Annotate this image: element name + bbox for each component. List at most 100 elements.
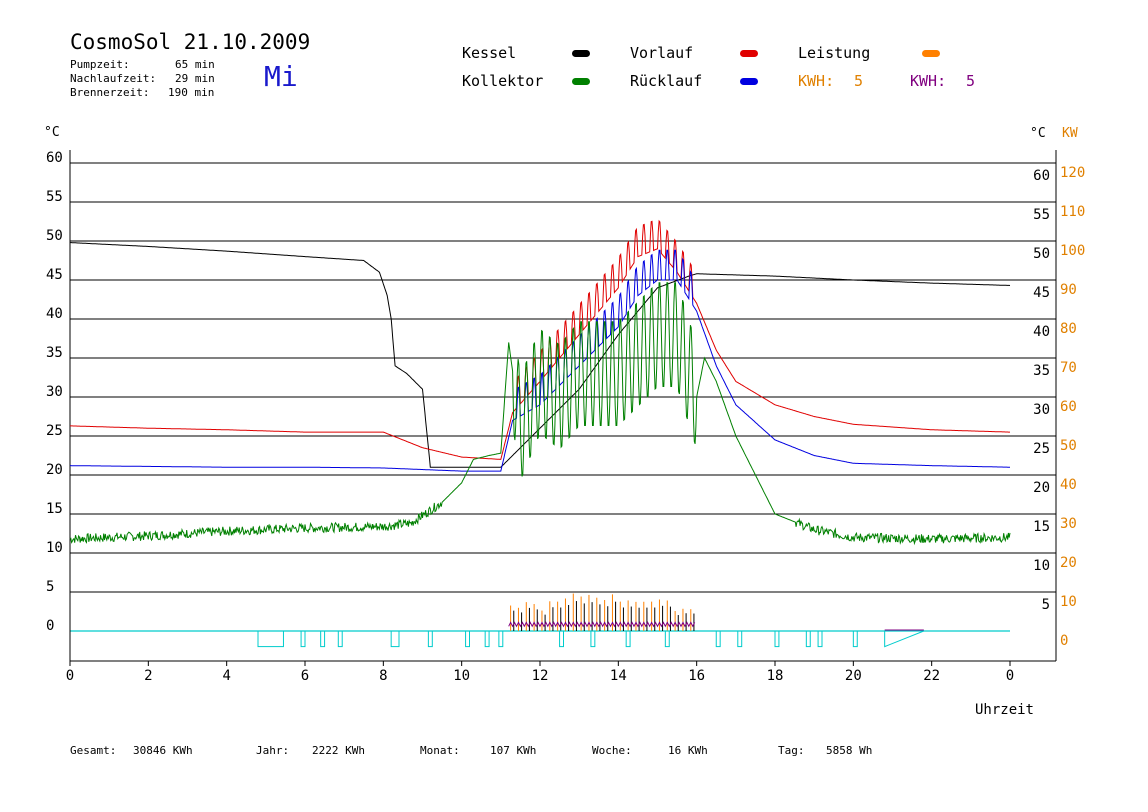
burner-time-label: Brennerzeit: [70, 86, 150, 99]
pump-marker [427, 630, 433, 648]
pump-marker [817, 630, 823, 648]
kwh-purple-label: KWH: [910, 72, 947, 90]
pump-marker [884, 630, 925, 648]
y-tick-right-power: 100 [1060, 243, 1085, 259]
y-tick-right-power: 0 [1060, 633, 1068, 649]
y-tick-left: 40 [46, 306, 63, 322]
y-tick-right-power: 80 [1060, 321, 1077, 337]
y-tick-right-power: 90 [1060, 282, 1077, 298]
x-tick-label: 0 [66, 668, 74, 684]
pump-marker [774, 630, 780, 648]
pump-marker [625, 630, 631, 648]
pump-marker [257, 630, 284, 648]
x-tick-label: 10 [453, 668, 470, 684]
afterrun-time-value: 29 min [175, 72, 215, 85]
x-tick-label: 22 [923, 668, 940, 684]
pump-marker [559, 630, 564, 648]
weekday-label: Mi [264, 60, 298, 93]
y-tick-left: 20 [46, 462, 63, 478]
y-tick-right-temp: 25 [1033, 441, 1050, 457]
footer-week-label: Woche: [592, 744, 632, 757]
pump-marker [498, 630, 504, 648]
y-tick-left: 30 [46, 384, 63, 400]
x-tick-label: 18 [767, 668, 784, 684]
y-tick-left: 15 [46, 501, 63, 517]
y-tick-right-temp: 40 [1033, 324, 1050, 340]
x-tick-label: 8 [379, 668, 387, 684]
y-tick-right-temp: 45 [1033, 285, 1050, 301]
series-line-kollektor [69, 282, 1011, 546]
pump-marker [465, 630, 471, 648]
kwh-orange-value: 5 [854, 72, 864, 90]
y-tick-left: 50 [46, 228, 63, 244]
footer-month-label: Monat: [420, 744, 460, 757]
kwh-purple-value: 5 [966, 72, 976, 90]
pump-marker [337, 630, 343, 648]
legend-vorlauf-label: Vorlauf [630, 44, 694, 62]
series-line-kessel [70, 242, 1011, 468]
y-tick-right-power: 20 [1060, 555, 1077, 571]
y-tick-right-temp: 30 [1033, 402, 1050, 418]
footer-total-label: Gesamt: [70, 744, 117, 757]
x-axis-label: Uhrzeit [975, 702, 1034, 718]
y-tick-left: 5 [46, 579, 54, 595]
pump-marker [805, 630, 811, 648]
pump-marker [390, 630, 400, 648]
footer-day-value: 5858 Wh [826, 744, 873, 757]
legend-ruecklauf-label: Rücklauf [630, 72, 703, 90]
series-line-ruecklauf [70, 249, 1010, 472]
x-tick-label: 12 [532, 668, 549, 684]
y-tick-right-power: 40 [1060, 477, 1077, 493]
legend-kollektor-label: Kollektor [462, 72, 544, 90]
chart-title: CosmoSol 21.10.2009 [70, 30, 311, 54]
afterrun-time-label: Nachlaufzeit: [70, 72, 157, 85]
y-tick-left: 55 [46, 189, 63, 205]
x-tick-label: 16 [688, 668, 705, 684]
pump-marker [320, 630, 326, 648]
pump-marker [852, 630, 858, 648]
footer-month-value: 107 KWh [490, 744, 537, 757]
legend-ruecklauf-swatch [740, 78, 758, 85]
legend-leistung-label: Leistung [798, 44, 871, 62]
x-tick-label: 14 [610, 668, 627, 684]
legend-kessel-swatch [572, 50, 590, 57]
y-tick-left: 35 [46, 345, 63, 361]
y-tick-right-power: 120 [1060, 165, 1085, 181]
y-tick-right-temp: 15 [1033, 519, 1050, 535]
y-tick-left: 45 [46, 267, 63, 283]
y-tick-right-power: 30 [1060, 516, 1077, 532]
footer-day-label: Tag: [778, 744, 805, 757]
x-tick-label: 0 [1006, 668, 1014, 684]
pump-time-value: 65 min [175, 58, 215, 71]
pump-marker [590, 630, 596, 648]
pump-marker [664, 630, 670, 648]
y-tick-right-temp: 55 [1033, 207, 1050, 223]
footer-year-value: 2222 KWh [312, 744, 365, 757]
burner-time-value: 190 min [168, 86, 215, 99]
kwh-orange-label: KWH: [798, 72, 835, 90]
x-tick-label: 6 [301, 668, 309, 684]
y-tick-right-temp: 10 [1033, 558, 1050, 574]
footer-total-value: 30846 KWh [133, 744, 193, 757]
legend-vorlauf-swatch [740, 50, 758, 57]
y-tick-left: 0 [46, 618, 54, 634]
y-tick-right-power: 10 [1060, 594, 1077, 610]
y-tick-right-temp: 5 [1042, 597, 1050, 613]
power-baseline [508, 621, 696, 628]
y-unit-left: °C [44, 125, 60, 140]
y-tick-left: 60 [46, 150, 63, 166]
pump-marker [484, 630, 490, 648]
y-unit-right-temp: °C [1030, 126, 1046, 141]
y-tick-left: 25 [46, 423, 63, 439]
pump-marker [737, 630, 743, 648]
series-line-vorlauf [70, 219, 1010, 460]
pump-marker [300, 630, 306, 648]
y-tick-right-power: 50 [1060, 438, 1077, 454]
x-tick-label: 4 [222, 668, 230, 684]
x-tick-label: 2 [144, 668, 152, 684]
y-tick-right-temp: 50 [1033, 246, 1050, 262]
y-tick-right-temp: 20 [1033, 480, 1050, 496]
y-tick-right-temp: 35 [1033, 363, 1050, 379]
x-tick-label: 20 [845, 668, 862, 684]
